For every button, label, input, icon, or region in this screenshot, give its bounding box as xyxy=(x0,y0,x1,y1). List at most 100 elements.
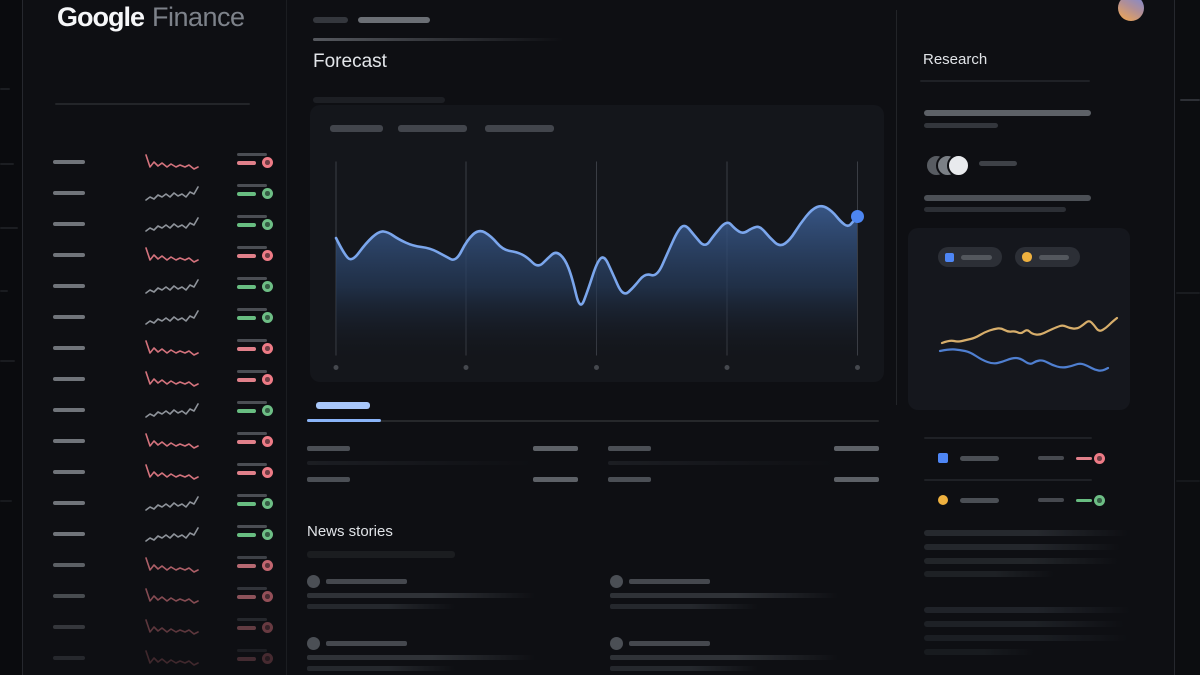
change-bar xyxy=(237,564,256,568)
ticker-label-placeholder xyxy=(53,439,85,443)
divider xyxy=(924,479,1092,481)
range-pill-3[interactable] xyxy=(485,125,554,132)
trend-up-badge-icon xyxy=(262,188,273,199)
watchlist-row[interactable] xyxy=(22,241,286,272)
watchlist-row[interactable] xyxy=(22,303,286,334)
sparkline-chart xyxy=(145,433,199,449)
forecast-chart[interactable] xyxy=(310,105,884,382)
watchlist-row[interactable] xyxy=(22,613,286,644)
sparkline-chart xyxy=(145,464,199,480)
ticker-label-placeholder xyxy=(53,532,85,536)
legend-label-placeholder xyxy=(960,456,999,461)
watchlist-row[interactable] xyxy=(22,551,286,582)
research-chart[interactable] xyxy=(908,228,1130,410)
user-avatar[interactable] xyxy=(1118,0,1144,21)
news-item[interactable] xyxy=(610,633,840,675)
watchlist-row[interactable] xyxy=(22,334,286,365)
sparkline-chart xyxy=(145,310,199,325)
divider xyxy=(920,80,1090,82)
ticker-label-placeholder xyxy=(53,346,85,350)
news-title: News stories xyxy=(307,523,393,540)
trend-up-badge-icon xyxy=(1094,495,1105,506)
trend-down-badge-icon xyxy=(262,467,273,478)
trend-up-badge-icon xyxy=(262,529,273,540)
watchlist-row[interactable] xyxy=(22,148,286,179)
news-source-avatar xyxy=(307,637,320,650)
placeholder-line xyxy=(924,635,1128,641)
forecast-title: Forecast xyxy=(313,51,387,72)
placeholder-bar xyxy=(313,38,563,41)
watchlist-row[interactable] xyxy=(22,582,286,613)
watchlist-row[interactable] xyxy=(22,365,286,396)
watchlist-row[interactable] xyxy=(22,427,286,458)
legend-square-icon xyxy=(938,453,948,463)
placeholder-line xyxy=(924,607,1130,613)
placeholder-line xyxy=(924,621,1124,627)
change-bar xyxy=(237,254,256,258)
divider xyxy=(0,227,18,229)
price-placeholder xyxy=(237,184,267,187)
news-source-placeholder xyxy=(629,579,710,584)
placeholder-bar xyxy=(358,17,430,23)
right-edge-panel xyxy=(1175,0,1200,675)
watchlist-row[interactable] xyxy=(22,210,286,241)
price-placeholder xyxy=(237,432,267,435)
sparkline-chart xyxy=(145,279,199,294)
trend-up-badge-icon xyxy=(262,498,273,509)
placeholder-bar xyxy=(924,123,998,128)
logo[interactable]: Google Finance xyxy=(57,2,245,33)
trend-down-badge-icon xyxy=(262,560,273,571)
trend-down-badge-icon xyxy=(262,157,273,168)
trend-down-badge-icon xyxy=(262,591,273,602)
active-tab-indicator xyxy=(307,419,381,422)
sparkline-chart xyxy=(145,496,199,511)
trend-up-badge-icon xyxy=(262,312,273,323)
trend-down-badge-icon xyxy=(262,653,273,664)
news-headline-placeholder xyxy=(610,604,758,609)
news-item[interactable] xyxy=(307,633,537,675)
price-placeholder xyxy=(237,525,267,528)
price-placeholder xyxy=(237,277,267,280)
divider xyxy=(1176,480,1200,482)
range-pill-2[interactable] xyxy=(398,125,467,132)
watchlist-row[interactable] xyxy=(22,458,286,489)
change-bar xyxy=(237,192,256,196)
ticker-label-placeholder xyxy=(53,315,85,319)
change-bar xyxy=(237,161,256,165)
news-headline-placeholder xyxy=(307,604,455,609)
ticker-label-placeholder xyxy=(53,408,85,412)
trend-down-badge-icon xyxy=(262,343,273,354)
change-bar xyxy=(237,378,256,382)
watchlist-row[interactable] xyxy=(22,520,286,551)
range-pill-1[interactable] xyxy=(330,125,383,132)
ticker-label-placeholder xyxy=(53,563,85,567)
blue-square-icon xyxy=(945,252,954,262)
ticker-label-placeholder xyxy=(53,656,85,660)
logo-finance: Finance xyxy=(152,2,245,32)
series-toggle-blue[interactable] xyxy=(938,247,1002,267)
news-item[interactable] xyxy=(307,571,537,621)
trend-up-badge-icon xyxy=(262,219,273,230)
price-placeholder xyxy=(237,587,267,590)
stat-value xyxy=(834,477,879,482)
news-source-placeholder xyxy=(326,579,407,584)
change-bar xyxy=(237,471,256,475)
news-source-avatar xyxy=(610,637,623,650)
watchlist-row[interactable] xyxy=(22,489,286,520)
analyst-avatar-stack[interactable] xyxy=(925,154,971,177)
watchlist-row[interactable] xyxy=(22,179,286,210)
news-source-avatar xyxy=(610,575,623,588)
active-tab-pill[interactable] xyxy=(316,402,370,409)
watchlist-row[interactable] xyxy=(22,396,286,427)
sparkline-chart xyxy=(145,371,199,387)
news-item[interactable] xyxy=(610,571,840,621)
ticker-label-placeholder xyxy=(53,222,85,226)
news-headline-placeholder xyxy=(307,655,535,660)
price-placeholder xyxy=(237,401,267,404)
change-bar xyxy=(237,285,256,289)
series-toggle-yellow[interactable] xyxy=(1015,247,1080,267)
watchlist-row[interactable] xyxy=(22,272,286,303)
watchlist-row[interactable] xyxy=(22,644,286,675)
placeholder-line xyxy=(924,544,1120,550)
stat-label xyxy=(608,477,651,482)
